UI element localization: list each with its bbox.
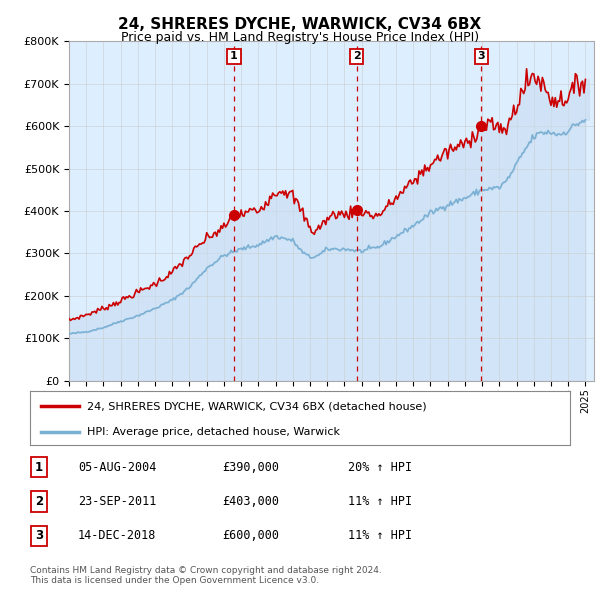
Text: 20% ↑ HPI: 20% ↑ HPI	[348, 461, 412, 474]
Text: 3: 3	[478, 51, 485, 61]
Text: 2: 2	[353, 51, 361, 61]
Text: 1: 1	[230, 51, 238, 61]
Text: 1: 1	[35, 461, 43, 474]
Text: 24, SHRERES DYCHE, WARWICK, CV34 6BX: 24, SHRERES DYCHE, WARWICK, CV34 6BX	[118, 17, 482, 31]
Text: 3: 3	[35, 529, 43, 542]
Text: 11% ↑ HPI: 11% ↑ HPI	[348, 529, 412, 542]
Text: 24, SHRERES DYCHE, WARWICK, CV34 6BX (detached house): 24, SHRERES DYCHE, WARWICK, CV34 6BX (de…	[86, 401, 427, 411]
Text: HPI: Average price, detached house, Warwick: HPI: Average price, detached house, Warw…	[86, 427, 340, 437]
Text: 05-AUG-2004: 05-AUG-2004	[78, 461, 157, 474]
Text: Price paid vs. HM Land Registry's House Price Index (HPI): Price paid vs. HM Land Registry's House …	[121, 31, 479, 44]
Text: 14-DEC-2018: 14-DEC-2018	[78, 529, 157, 542]
Text: 2: 2	[35, 495, 43, 508]
Text: £390,000: £390,000	[222, 461, 279, 474]
Text: 23-SEP-2011: 23-SEP-2011	[78, 495, 157, 508]
Text: Contains HM Land Registry data © Crown copyright and database right 2024.
This d: Contains HM Land Registry data © Crown c…	[30, 566, 382, 585]
Text: 11% ↑ HPI: 11% ↑ HPI	[348, 495, 412, 508]
Text: £403,000: £403,000	[222, 495, 279, 508]
Text: £600,000: £600,000	[222, 529, 279, 542]
